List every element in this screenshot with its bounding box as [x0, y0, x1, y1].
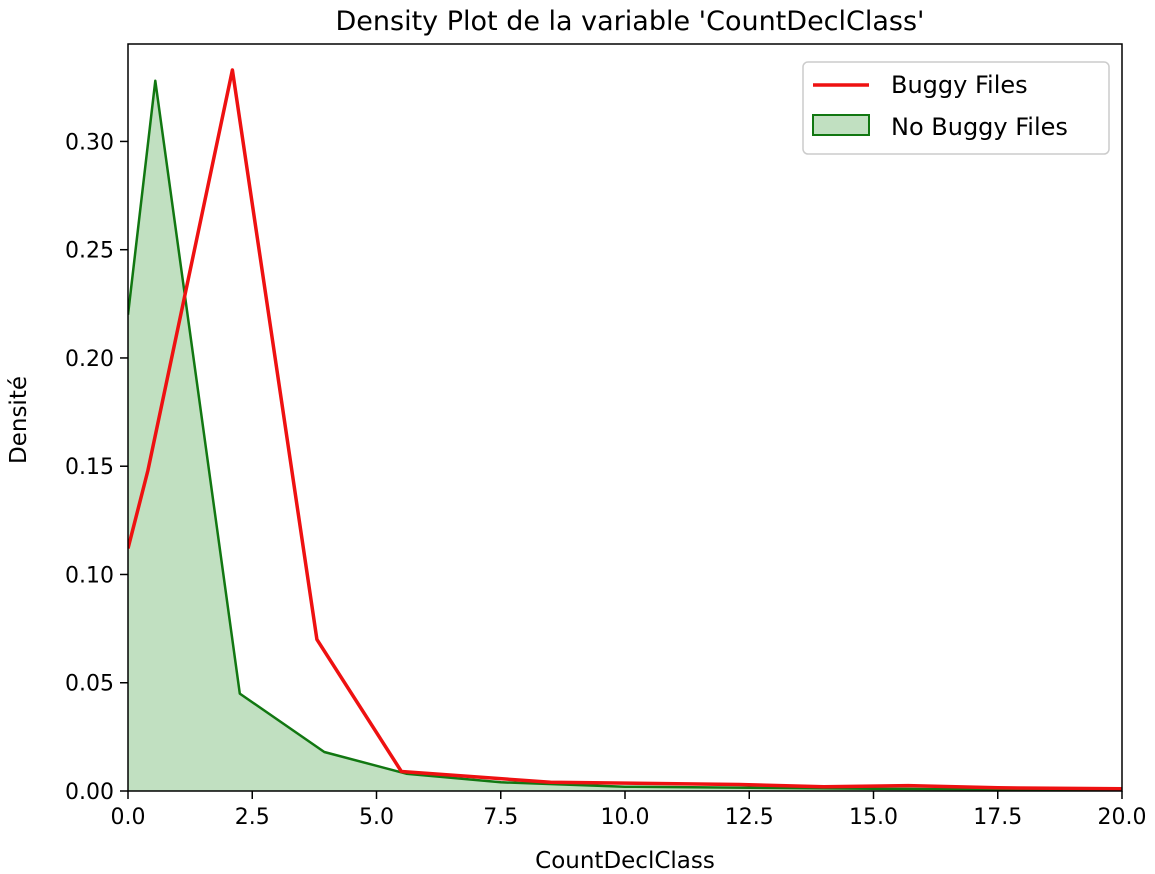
legend-box: [802, 61, 1110, 155]
legend: Buggy Files No Buggy Files: [802, 61, 1110, 155]
x-tick-label: 2.5: [235, 805, 270, 830]
x-tick-label: 10.0: [601, 805, 650, 830]
x-tick-label: 12.5: [725, 805, 774, 830]
chart-title: Density Plot de la variable 'CountDeclCl…: [336, 6, 925, 37]
axes: 0.0 2.5 5.0 7.5 10.0 12.5 15.0 17.5 20.0 0.00 0.05…: [65, 43, 1147, 830]
x-tick-label: 17.5: [973, 805, 1022, 830]
legend-swatch-no-buggy-files: [812, 114, 870, 136]
y-tick-label: 0.00: [65, 780, 114, 805]
plot-area: [128, 68, 1122, 791]
legend-label-buggy-files: Buggy Files: [891, 71, 1028, 99]
series-line-buggy-files: [128, 68, 1122, 791]
series-outline-no-buggy-files: [128, 79, 1122, 791]
x-tick-label: 20.0: [1098, 805, 1147, 830]
y-tick-label: 0.15: [65, 455, 114, 480]
y-tick-label: 0.25: [65, 239, 114, 264]
x-tick-label: 15.0: [849, 805, 898, 830]
y-tick-label: 0.30: [65, 130, 114, 155]
legend-label-no-buggy-files: No Buggy Files: [891, 113, 1068, 141]
x-axis-label: CountDeclClass: [535, 848, 715, 874]
y-axis-label: Densité: [6, 376, 32, 464]
x-tick-label: 5.0: [359, 805, 394, 830]
x-tick-label: 0.0: [111, 805, 146, 830]
axes-frame: [127, 43, 1123, 792]
y-tick-label: 0.05: [65, 672, 114, 697]
series-area-no-buggy-files: [128, 80, 1122, 791]
y-tick-label: 0.20: [65, 347, 114, 372]
y-tick-label: 0.10: [65, 563, 114, 588]
x-tick-label: 7.5: [483, 805, 518, 830]
